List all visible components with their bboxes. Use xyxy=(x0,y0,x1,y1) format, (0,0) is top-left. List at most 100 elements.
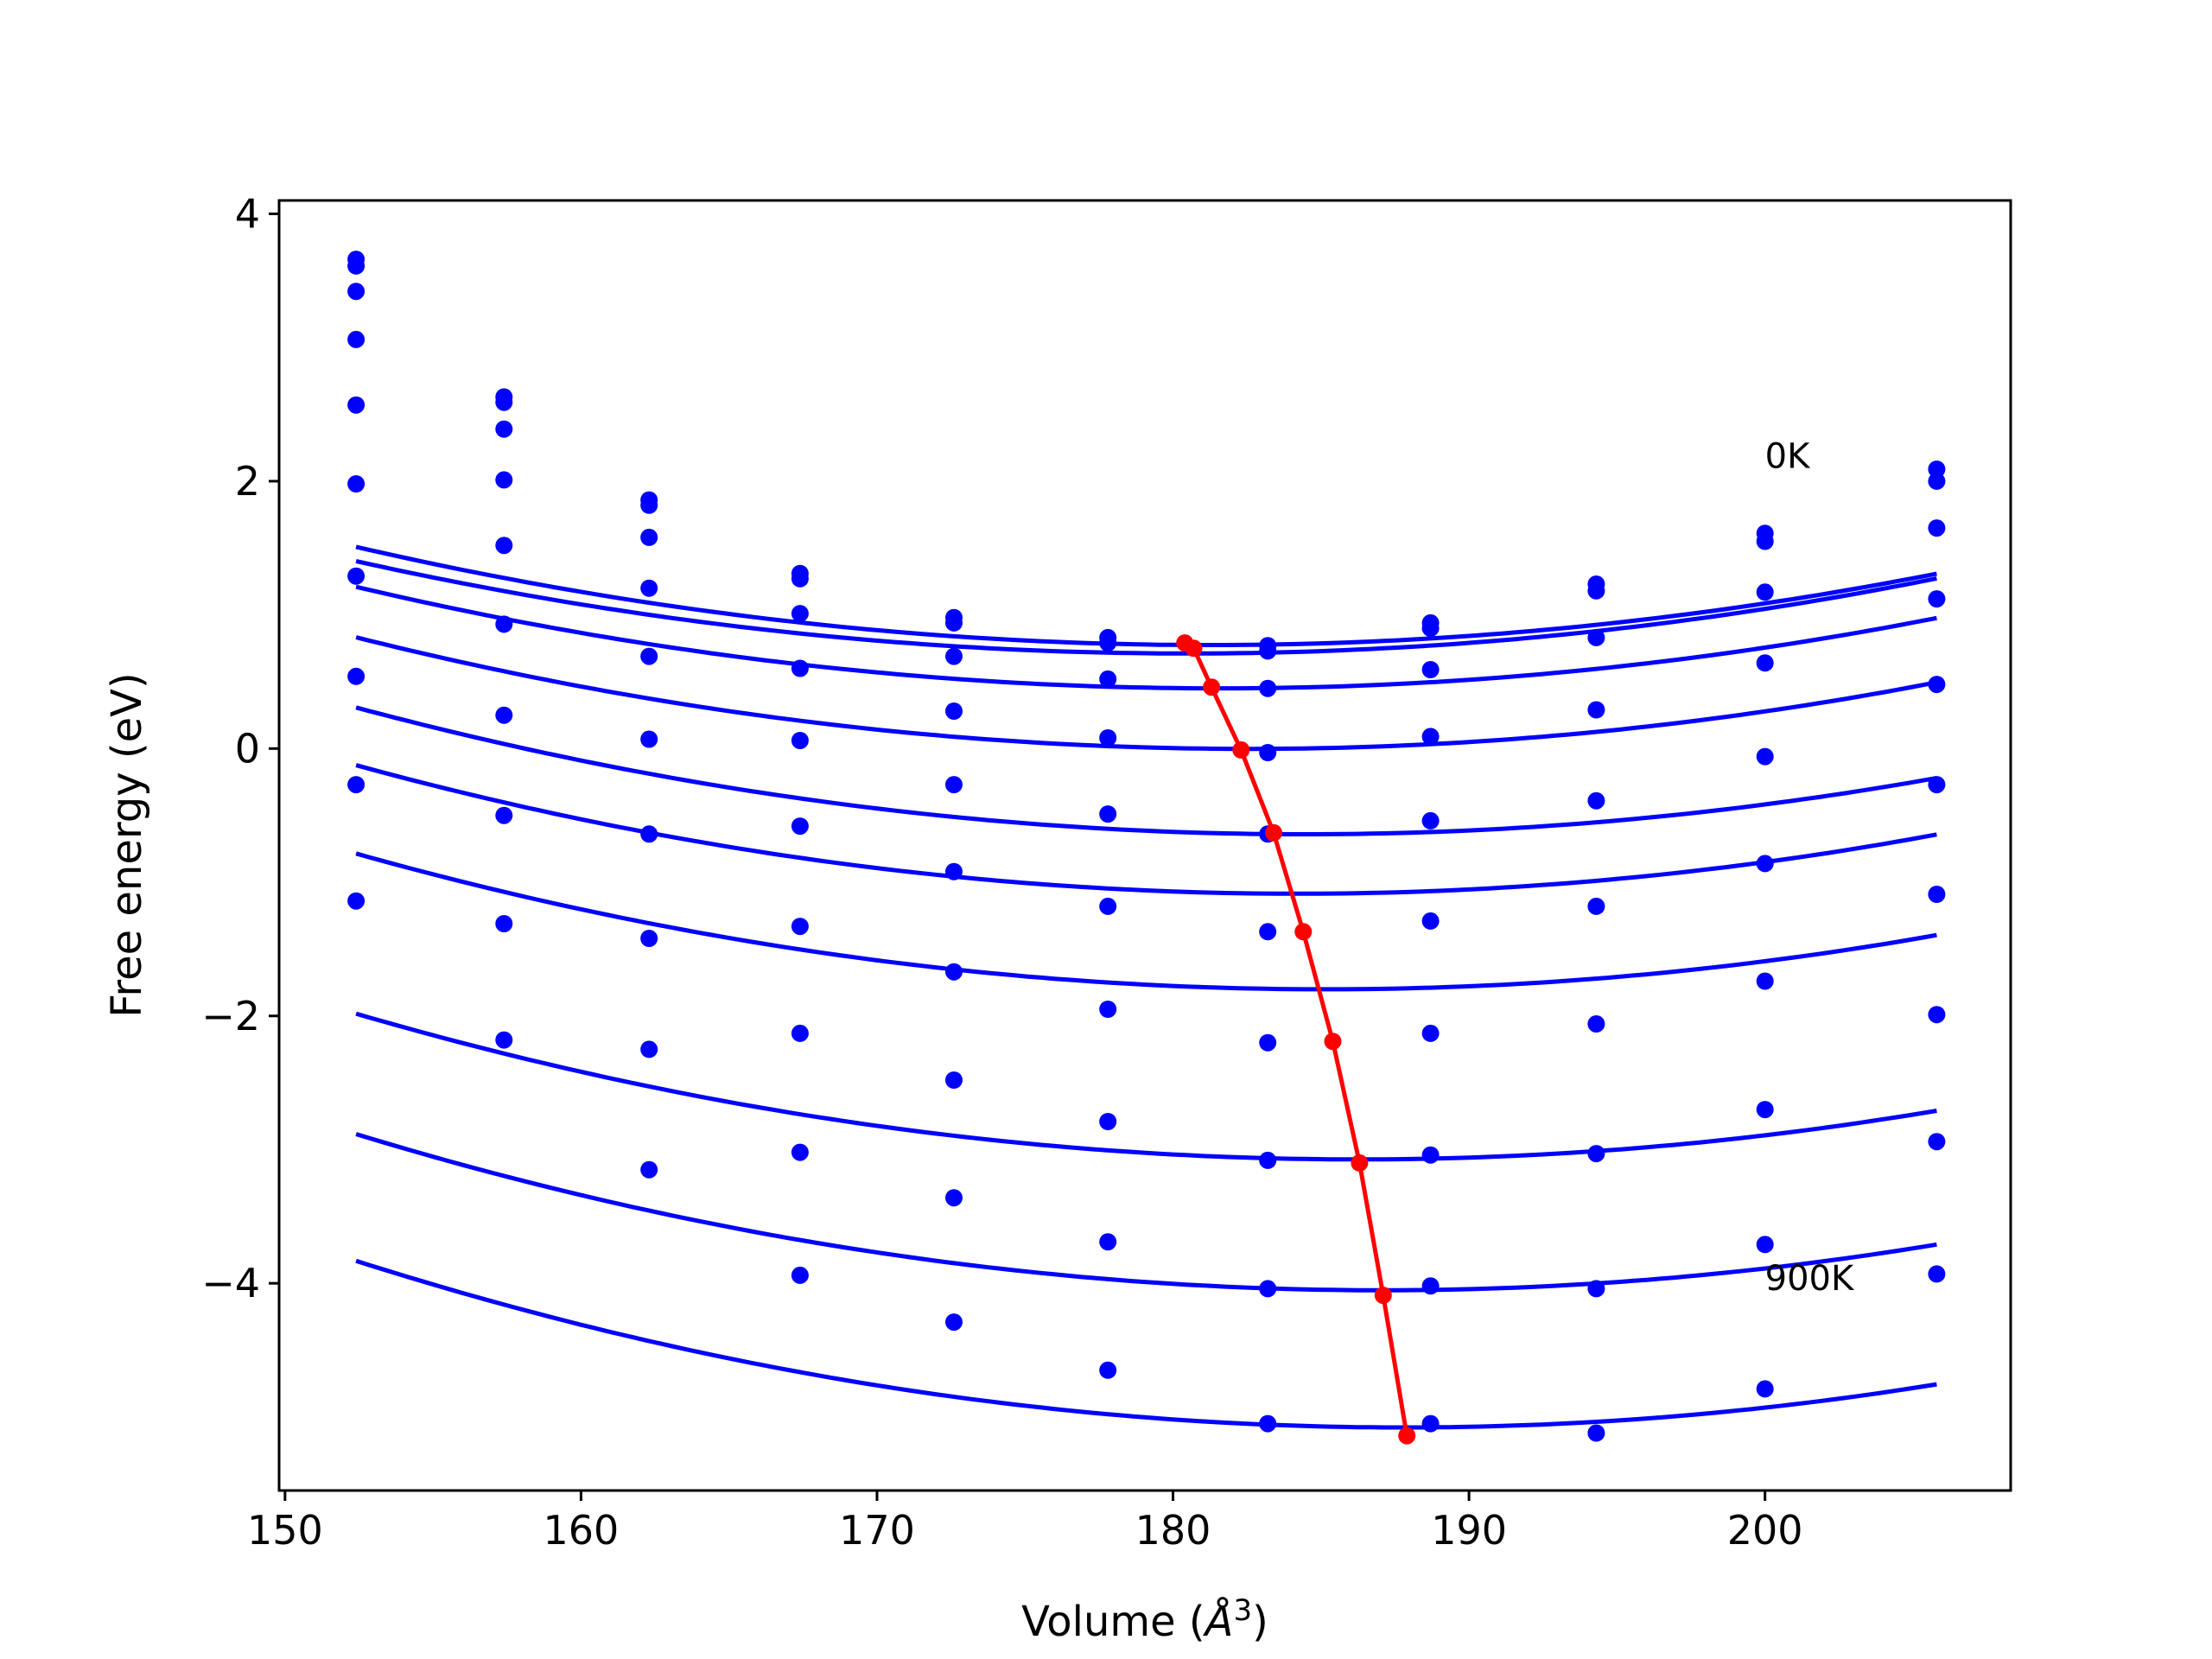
data-point-s8-1 xyxy=(347,667,365,685)
fit-curve-7 xyxy=(355,851,1937,992)
data-point-s8-8 xyxy=(1421,1146,1440,1164)
data-point-s4-8 xyxy=(1421,728,1440,746)
fit-curve-2 xyxy=(355,558,1937,656)
data-point-s4-3 xyxy=(640,579,658,597)
data-point-s8-9 xyxy=(1587,1145,1605,1163)
data-point-s3-11 xyxy=(1928,519,1946,537)
data-point-s3-5 xyxy=(945,647,963,665)
data-point-s5-2 xyxy=(495,537,513,555)
data-point-s4-1 xyxy=(347,330,365,348)
data-point-s8-5 xyxy=(945,1071,963,1089)
data-point-s6-1 xyxy=(347,475,365,493)
x-tick-label-170: 170 xyxy=(839,1507,915,1554)
minimum-point-4 xyxy=(1232,741,1250,759)
data-point-s2-7 xyxy=(1259,642,1277,660)
data-point-s10-10 xyxy=(1756,1380,1774,1398)
y-tick-label--2: −2 xyxy=(201,993,260,1039)
data-point-s2-6 xyxy=(1099,634,1117,652)
data-point-s8-10 xyxy=(1756,1101,1774,1119)
data-point-s8-11 xyxy=(1928,1006,1946,1024)
data-point-s6-8 xyxy=(1421,912,1440,930)
data-point-s8-7 xyxy=(1259,1151,1277,1169)
data-point-s10-1 xyxy=(347,892,365,910)
fit-curve-8 xyxy=(355,1011,1937,1162)
data-point-s10-5 xyxy=(945,1313,963,1332)
data-point-s4-11 xyxy=(1928,590,1946,608)
data-point-s9-9 xyxy=(1587,1280,1605,1298)
data-point-s9-11 xyxy=(1928,1133,1946,1151)
fit-curve-3 xyxy=(355,584,1937,691)
data-point-s6-4 xyxy=(791,817,809,836)
data-point-s4-2 xyxy=(495,471,513,489)
data-point-s3-9 xyxy=(1587,628,1605,646)
data-point-s5-4 xyxy=(791,732,809,749)
y-tick-label--4: −4 xyxy=(201,1260,260,1306)
data-point-s3-7 xyxy=(1259,679,1277,697)
data-point-s4-5 xyxy=(945,702,963,720)
data-point-s4-10 xyxy=(1756,654,1774,672)
minimum-point-6 xyxy=(1294,923,1313,941)
fit-curves xyxy=(355,544,1937,1430)
data-point-s4-4 xyxy=(791,659,809,677)
data-point-s10-8 xyxy=(1421,1414,1440,1433)
data-point-s2-4 xyxy=(791,569,809,588)
data-point-s5-9 xyxy=(1587,791,1605,810)
data-point-s3-10 xyxy=(1756,583,1774,601)
x-tick-label-180: 180 xyxy=(1135,1507,1211,1554)
annotation-0k: 0K xyxy=(1765,436,1811,476)
plot-frame xyxy=(277,199,2012,1492)
data-point-s7-6 xyxy=(1099,1001,1117,1018)
data-point-s8-2 xyxy=(495,806,513,824)
data-point-s6-7 xyxy=(1259,923,1277,941)
data-point-s2-9 xyxy=(1587,582,1605,600)
data-point-s4-9 xyxy=(1587,701,1605,719)
data-point-s9-7 xyxy=(1259,1280,1277,1298)
data-point-s5-3 xyxy=(640,647,658,665)
data-point-s9-10 xyxy=(1756,1236,1774,1254)
minimum-point-9 xyxy=(1374,1287,1392,1305)
y-axis-label: Free energy (eV) xyxy=(103,672,151,1017)
data-point-s5-1 xyxy=(347,396,365,414)
data-point-s4-6 xyxy=(1099,729,1117,747)
data-point-s7-10 xyxy=(1756,972,1774,990)
data-point-s5-8 xyxy=(1421,811,1440,830)
x-tick-label-200: 200 xyxy=(1727,1507,1803,1554)
data-point-s1-11 xyxy=(1928,461,1946,478)
data-point-s4-7 xyxy=(1259,744,1277,761)
data-point-s3-1 xyxy=(347,283,365,301)
data-point-s10-4 xyxy=(791,1266,809,1284)
minimum-point-3 xyxy=(1203,678,1221,696)
data-point-s7-5 xyxy=(945,963,963,981)
data-point-s7-7 xyxy=(1259,1033,1277,1052)
y-tick-label-2: 2 xyxy=(235,458,260,505)
y-tick-label-0: 0 xyxy=(235,725,260,772)
minimum-line xyxy=(1176,634,1416,1445)
annotation-900k: 900K xyxy=(1765,1259,1855,1299)
x-tick-label-150: 150 xyxy=(247,1507,323,1554)
minimum-point-7 xyxy=(1324,1033,1342,1051)
data-point-s6-10 xyxy=(1756,855,1774,873)
data-points xyxy=(347,251,1946,1442)
data-point-s9-2 xyxy=(495,915,513,932)
data-point-s7-8 xyxy=(1421,1024,1440,1042)
data-point-s10-2 xyxy=(495,1031,513,1049)
data-point-s9-4 xyxy=(791,1143,809,1161)
data-point-s7-3 xyxy=(640,825,658,843)
data-point-s10-11 xyxy=(1928,1265,1946,1283)
data-point-s10-7 xyxy=(1259,1414,1277,1433)
data-point-s2-10 xyxy=(1756,532,1774,550)
data-point-s9-1 xyxy=(347,776,365,794)
fit-curve-4 xyxy=(355,635,1937,752)
data-point-s6-2 xyxy=(495,615,513,633)
data-point-s3-6 xyxy=(1099,670,1117,688)
data-point-s2-5 xyxy=(945,613,963,632)
data-point-s9-6 xyxy=(1099,1233,1117,1251)
data-point-s6-9 xyxy=(1587,897,1605,915)
minimum-point-10 xyxy=(1398,1427,1416,1445)
minimum-point-8 xyxy=(1351,1154,1369,1172)
data-point-s7-1 xyxy=(347,567,365,585)
data-point-s10-6 xyxy=(1099,1361,1117,1379)
data-point-s3-2 xyxy=(495,420,513,438)
data-point-s6-11 xyxy=(1928,776,1946,794)
data-point-s5-6 xyxy=(1099,805,1117,823)
